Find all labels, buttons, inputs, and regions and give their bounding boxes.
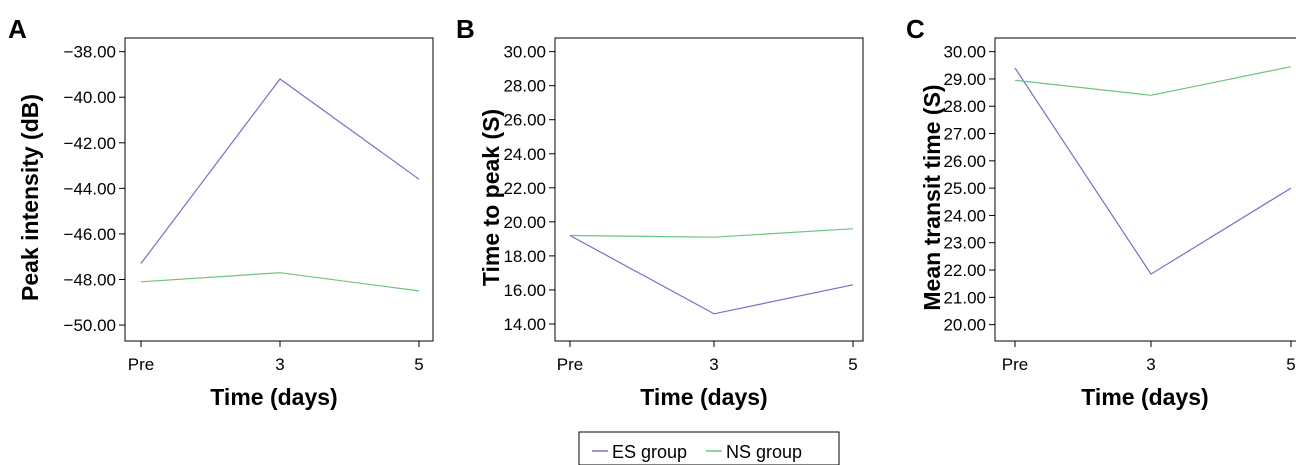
y-tick-label: 22.00 — [503, 179, 546, 198]
y-axis-title: Time to peak (S) — [478, 109, 504, 286]
panel-letter: C — [906, 14, 925, 44]
y-tick-label: 28.00 — [503, 77, 546, 96]
plot-frame — [554, 37, 864, 342]
y-tick-label: −38.00 — [64, 43, 116, 62]
y-tick-label: 16.00 — [503, 281, 546, 300]
x-axis-title: Time (days) — [640, 384, 767, 410]
x-tick-label: 3 — [709, 355, 718, 374]
panel-c: C 20.00 21.00 22.00 23.00 24.00 25.00 26.00 27.0… — [906, 14, 1296, 410]
x-tick-label: Pre — [557, 355, 583, 374]
y-tick-label: −46.00 — [64, 225, 116, 244]
y-tick-label: 21.00 — [943, 288, 986, 307]
y-tick-label: 22.00 — [943, 261, 986, 280]
x-tick-label: 5 — [414, 355, 423, 374]
legend-box — [578, 431, 840, 465]
y-tick-label: 14.00 — [503, 315, 546, 334]
x-axis-title: Time (days) — [210, 384, 337, 410]
series-line-ns-group — [569, 228, 854, 238]
y-tick-label: −40.00 — [64, 88, 116, 107]
legend: ES group NS group — [578, 431, 840, 465]
x-tick-label: Pre — [1002, 355, 1028, 374]
plot-frame — [124, 37, 434, 342]
y-tick-label: 24.00 — [943, 206, 986, 225]
plot-frame — [994, 37, 1296, 342]
series-line-es-group — [569, 234, 854, 315]
x-tick-label: 3 — [275, 355, 284, 374]
series-line-ns-group — [140, 272, 420, 292]
y-tick-label: 23.00 — [943, 234, 986, 253]
legend-label: ES group — [612, 442, 687, 462]
y-tick-label: 29.00 — [943, 70, 986, 89]
legend-label: NS group — [726, 442, 802, 462]
x-tick-label: 5 — [848, 355, 857, 374]
y-axis-title: Mean transit time (S) — [919, 84, 945, 310]
y-tick-label: 26.00 — [943, 152, 986, 171]
y-tick-label: −50.00 — [64, 316, 116, 335]
series-line-es-group — [140, 78, 420, 264]
y-tick-label: 18.00 — [503, 247, 546, 266]
y-tick-label: 27.00 — [943, 125, 986, 144]
y-tick-label: 24.00 — [503, 145, 546, 164]
x-tick-label: 5 — [1286, 355, 1295, 374]
y-tick-label: 20.00 — [503, 213, 546, 232]
x-tick-label: 3 — [1146, 355, 1155, 374]
y-tick-label: 28.00 — [943, 97, 986, 116]
series-line-es-group — [1014, 67, 1292, 275]
y-tick-label: −48.00 — [64, 270, 116, 289]
y-tick-label: −42.00 — [64, 134, 116, 153]
y-tick-label: 26.00 — [503, 111, 546, 130]
x-axis-title: Time (days) — [1081, 384, 1208, 410]
y-tick-label: −44.00 — [64, 179, 116, 198]
panel-letter: A — [8, 14, 27, 44]
y-axis-title: Peak intensity (dB) — [17, 94, 43, 301]
panel-a: A −50.00 −48.00 −46.00 −44.00 −42.00 −40.00 −38… — [8, 14, 434, 410]
panel-b: B 14.00 16.00 18.00 20.00 22.00 24.00 26.00 28.0… — [456, 14, 864, 410]
y-tick-label: 30.00 — [943, 43, 986, 62]
y-tick-label: 25.00 — [943, 179, 986, 198]
x-tick-label: Pre — [128, 355, 154, 374]
panel-letter: B — [456, 14, 475, 44]
series-line-ns-group — [1014, 66, 1292, 96]
y-tick-label: 30.00 — [503, 43, 546, 62]
y-tick-label: 20.00 — [943, 316, 986, 335]
